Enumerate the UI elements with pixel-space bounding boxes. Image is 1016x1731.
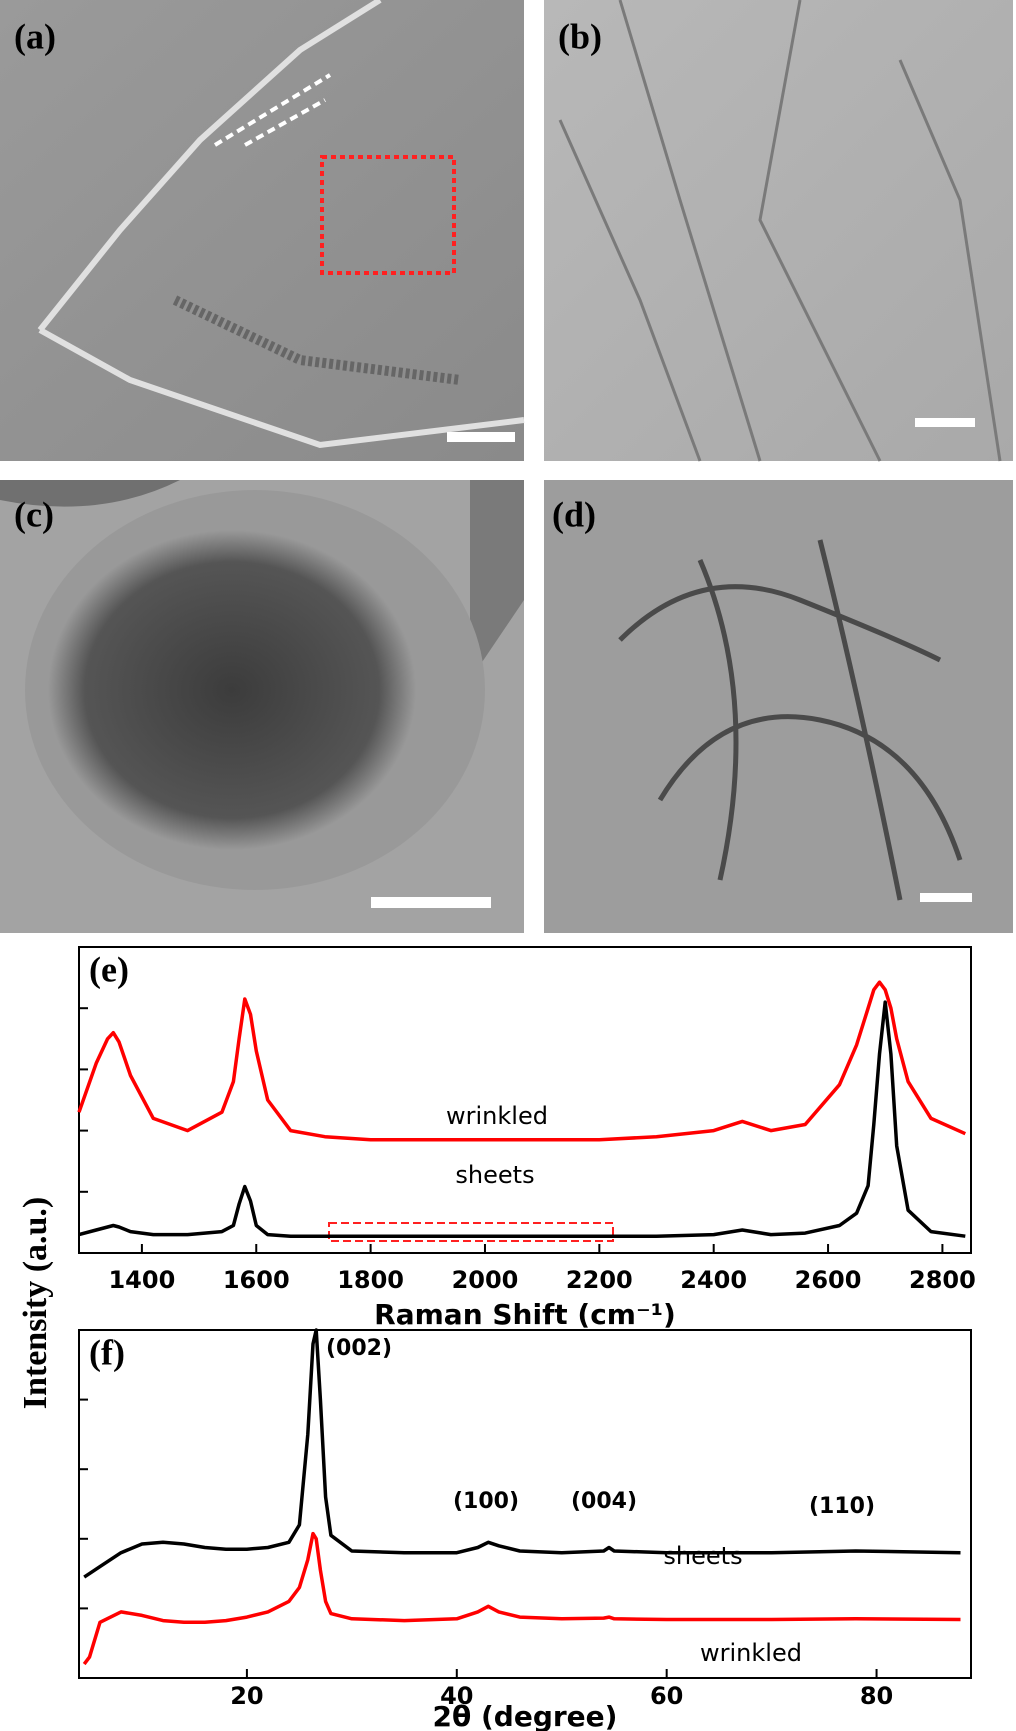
annotation: (110) (809, 1494, 875, 1519)
annotation: (004) (571, 1489, 637, 1514)
micrograph (544, 0, 1013, 461)
aggregate (25, 490, 485, 890)
marker (244, 98, 326, 147)
data-line (78, 1000, 966, 1238)
micrograph (544, 480, 1013, 933)
data-line (83, 1328, 961, 1579)
x-tick-label: 1800 (337, 1266, 404, 1294)
plot-frame (78, 946, 972, 1254)
annotation: sheets (663, 1542, 742, 1570)
plot-frame (78, 1329, 972, 1679)
scale-bar (920, 893, 972, 902)
scale-bar (371, 897, 491, 908)
micrograph (0, 0, 524, 461)
y-axis-label: Intensity (a.u.) (17, 1197, 54, 1410)
x-tick-label: 80 (860, 1682, 893, 1710)
marker (213, 73, 332, 147)
texture (618, 539, 963, 901)
panel-label: (e) (89, 949, 129, 989)
panel-label: (c) (14, 494, 54, 534)
x-tick-label: 2000 (452, 1266, 519, 1294)
x-tick-label: 1600 (223, 1266, 290, 1294)
x-axis-label: 2θ (degree) (433, 1700, 618, 1731)
edge (37, 0, 382, 332)
annotation: wrinkled (700, 1639, 802, 1667)
scale-bar (447, 432, 515, 442)
x-tick-label: 2400 (680, 1266, 747, 1294)
panel-label: (a) (14, 16, 56, 56)
zoom-box (320, 155, 456, 275)
panel-label: (f) (89, 1332, 125, 1372)
data-line (77, 980, 967, 1142)
annotation: (100) (453, 1489, 519, 1514)
x-tick-label: 2800 (909, 1266, 976, 1294)
texture (558, 0, 1002, 462)
debris (172, 295, 461, 385)
x-tick-label: 1400 (108, 1266, 175, 1294)
data-line (82, 1531, 961, 1666)
annotation: wrinkled (446, 1102, 548, 1130)
x-tick-label: 20 (230, 1682, 263, 1710)
panel-label: (b) (558, 16, 602, 56)
x-tick-label: 2600 (795, 1266, 862, 1294)
annotation: sheets (455, 1161, 534, 1189)
panel-label: (d) (552, 494, 596, 534)
x-axis-label: Raman Shift (cm⁻¹) (374, 1298, 676, 1331)
x-tick-label: 60 (650, 1682, 683, 1710)
grid-bar (470, 480, 524, 680)
annotation: (002) (326, 1336, 392, 1361)
x-tick-label: 40 (440, 1682, 473, 1710)
scale-bar (915, 418, 975, 427)
x-tick-label: 2200 (566, 1266, 633, 1294)
edge (38, 327, 525, 449)
region-box (328, 1222, 614, 1242)
grid-bar (0, 480, 180, 507)
